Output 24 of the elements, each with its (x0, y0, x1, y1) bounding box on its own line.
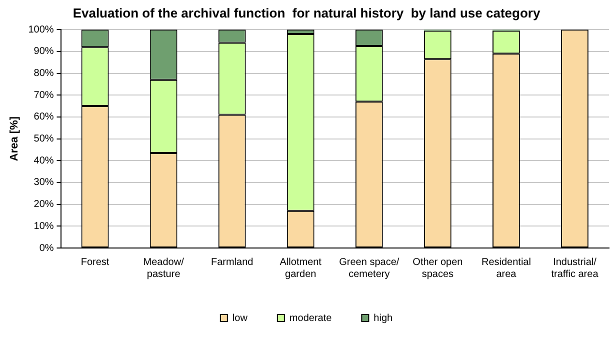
x-tick-label: Industrial/ traffic area (551, 256, 599, 280)
x-tick-label: Residential area (481, 256, 531, 280)
y-tick-label: 50% (34, 134, 54, 145)
legend-label: low (232, 312, 248, 324)
y-axis-title: Area [%] (8, 116, 21, 162)
y-tick-label: 80% (34, 68, 54, 80)
x-tick-label: Other open spaces (412, 256, 463, 280)
y-tick-label: 70% (34, 90, 54, 101)
y-tick-label: 100% (28, 24, 54, 36)
y-tick-label: 10% (34, 220, 54, 232)
x-tick-label: Meadow/ pasture (143, 256, 184, 280)
y-tick-label: 0% (39, 242, 54, 254)
y-tick-label: 60% (34, 112, 54, 123)
y-tick-label: 40% (34, 155, 54, 166)
legend-label: moderate (289, 312, 332, 324)
y-tick-label: 20% (34, 199, 54, 210)
chart-title: Evaluation of the archival function for natural history by land use category (72, 5, 541, 20)
x-tick-label: Green space/ cemetery (339, 256, 400, 280)
y-tick-label: 30% (34, 177, 54, 188)
x-tick-label: Allotment garden (280, 256, 322, 280)
x-tick-label: Farmland (210, 256, 254, 268)
x-tick-label: Forest (80, 256, 110, 268)
y-tick-label: 90% (34, 46, 54, 58)
legend-label: high (374, 312, 393, 324)
